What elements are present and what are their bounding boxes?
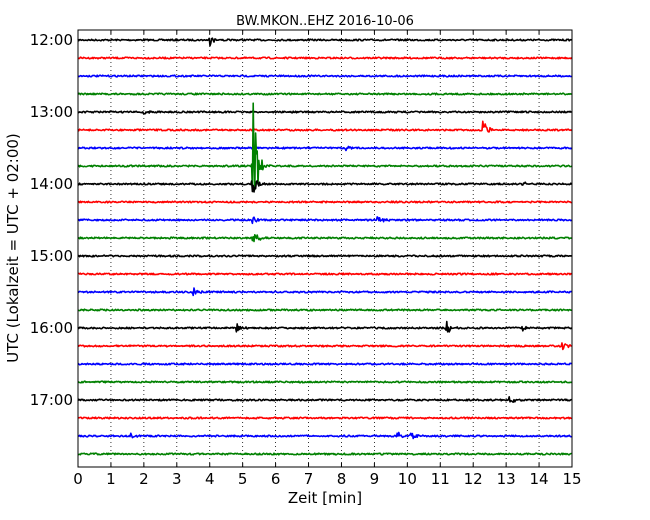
x-tick-label: 11 [431,470,450,488]
seismic-trace [77,110,573,115]
grid-lines [110,30,540,467]
x-tick-label: 13 [497,470,516,488]
y-tick-label: 14:00 [30,175,73,193]
x-tick-label: 1 [106,470,116,488]
seismic-trace [77,380,572,384]
seismic-trace [77,200,572,204]
trace-group [77,37,573,456]
seismic-trace [77,102,572,192]
x-tick-label: 4 [205,470,215,488]
y-tick-label: 17:00 [30,391,73,409]
seismic-trace [77,56,573,60]
seismic-trace [77,233,572,243]
x-tick-label: 15 [562,470,581,488]
x-tick-label: 7 [304,470,314,488]
seismic-trace [77,180,573,193]
plot-frame [77,29,573,468]
x-tick-label: 8 [337,470,347,488]
seismic-trace [77,145,573,152]
seismic-trace [77,342,572,351]
axis-ticks: 0 1 2 3 4 5 6 7 8 9 10 11 12 13 14 1512:0013:0014:0015:… [30,30,582,488]
y-axis-label: UTC (Lokalzeit = UTC + 02:00) [4,133,22,363]
y-tick-label: 13:00 [30,103,73,121]
x-tick-label: 3 [172,470,182,488]
x-tick-label: 10 [398,470,417,488]
seismic-trace [77,416,572,420]
x-tick-label: 14 [530,470,549,488]
y-tick-label: 12:00 [30,31,73,49]
chart-title: BW.MKON..EHZ 2016-10-06 [236,14,414,29]
seismic-trace [77,452,572,456]
seismic-trace [77,92,572,96]
x-tick-label: 12 [464,470,483,488]
seismic-trace [77,362,572,366]
x-tick-label: 0 [73,470,83,488]
seismic-trace [77,431,572,440]
seismic-trace [77,37,572,47]
seismic-trace [77,396,572,403]
y-tick-label: 15:00 [30,247,73,265]
seismic-trace [77,120,573,133]
x-tick-label: 9 [370,470,380,488]
seismic-trace [77,74,572,78]
x-tick-label: 5 [238,470,248,488]
x-tick-label: 6 [271,470,281,488]
seismic-trace [77,254,572,258]
y-tick-label: 16:00 [30,319,73,337]
seismic-trace [77,216,573,225]
x-tick-label: 2 [139,470,149,488]
seismic-trace [77,272,573,276]
x-axis-label: Zeit [min] [288,489,362,507]
seismic-trace [77,308,572,312]
seismic-trace [77,287,572,297]
seismic-trace [77,320,573,333]
